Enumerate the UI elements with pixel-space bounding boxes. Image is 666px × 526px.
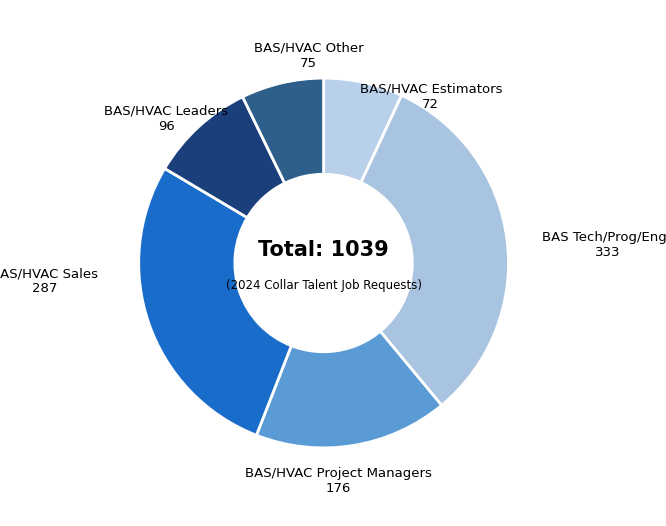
Text: BAS/HVAC Estimators
72: BAS/HVAC Estimators 72 <box>360 83 502 110</box>
Text: Total: 1039: Total: 1039 <box>258 240 389 260</box>
Text: BAS/HVAC Sales
287: BAS/HVAC Sales 287 <box>0 268 98 296</box>
Text: BAS/HVAC Other
75: BAS/HVAC Other 75 <box>254 42 364 70</box>
Text: BAS Tech/Prog/Engs
333: BAS Tech/Prog/Engs 333 <box>541 230 666 258</box>
Wedge shape <box>165 97 284 218</box>
Wedge shape <box>242 78 324 183</box>
Wedge shape <box>361 95 508 406</box>
Text: (2024 Collar Talent Job Requests): (2024 Collar Talent Job Requests) <box>226 279 422 292</box>
Text: BAS/HVAC Project Managers
176: BAS/HVAC Project Managers 176 <box>245 467 432 495</box>
Wedge shape <box>256 331 442 448</box>
Wedge shape <box>139 168 291 435</box>
Text: BAS/HVAC Leaders
96: BAS/HVAC Leaders 96 <box>105 105 228 133</box>
Wedge shape <box>324 78 402 183</box>
